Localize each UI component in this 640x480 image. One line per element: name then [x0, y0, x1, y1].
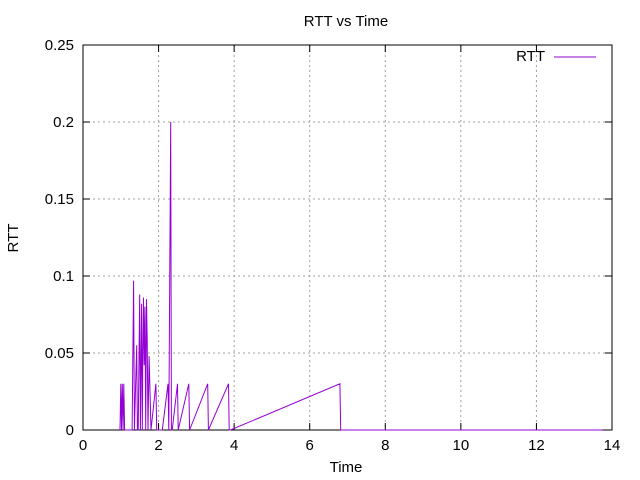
y-tick-label: 0 — [66, 422, 74, 439]
axis-ticks: 0 2 4 6 8 10 12 14 0 0.05 0.1 0.15 0.2 0.25 — [45, 37, 621, 454]
x-axis-label: Time — [330, 459, 363, 476]
grid-lines — [83, 45, 612, 430]
legend: RTT — [516, 48, 596, 65]
x-tick-label: 2 — [154, 437, 162, 454]
series-line-rtt — [119, 121, 603, 431]
series-layer — [119, 121, 603, 431]
y-tick-label: 0.05 — [45, 345, 74, 362]
legend-label-rtt: RTT — [516, 48, 545, 65]
x-tick-label: 10 — [453, 437, 470, 454]
y-axis-label: RTT — [5, 224, 22, 253]
y-tick-label: 0.25 — [45, 37, 74, 54]
x-tick-label: 14 — [604, 437, 621, 454]
x-tick-label: 6 — [306, 437, 314, 454]
x-tick-label: 4 — [230, 437, 238, 454]
plot-frame — [82, 44, 613, 431]
y-tick-label: 0.1 — [53, 268, 74, 285]
chart-title: RTT vs Time — [304, 13, 388, 30]
x-tick-label: 8 — [381, 437, 389, 454]
x-tick-label: 12 — [528, 437, 545, 454]
x-tick-label: 0 — [79, 437, 87, 454]
y-tick-label: 0.15 — [45, 191, 74, 208]
y-tick-label: 0.2 — [53, 114, 74, 131]
